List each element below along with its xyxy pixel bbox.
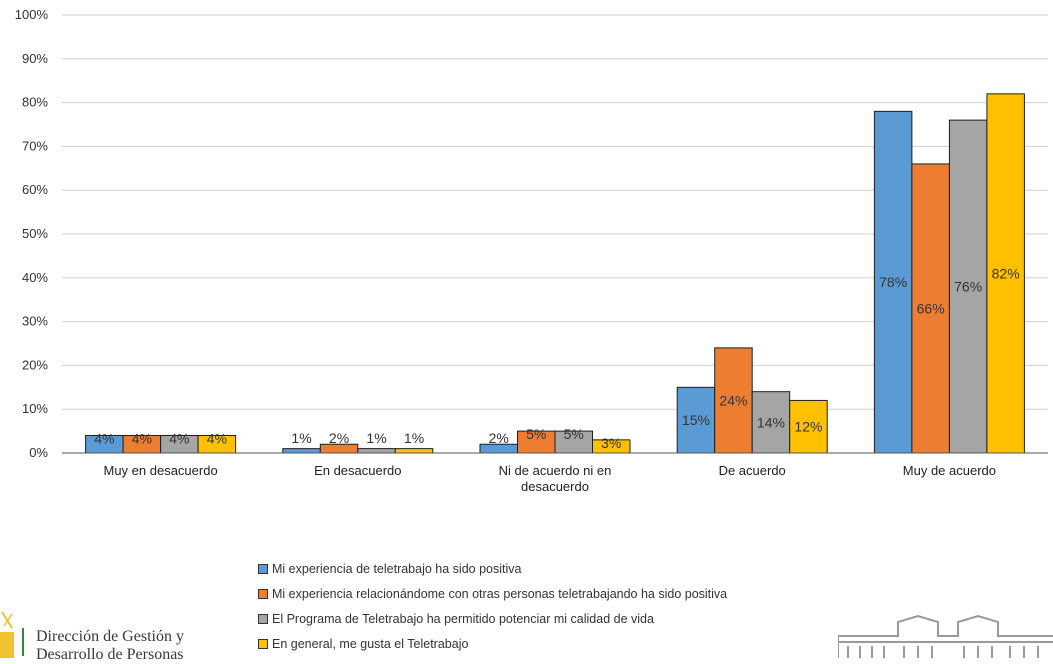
y-tick-label: 0% [29,445,48,460]
y-tick-label: 100% [15,7,49,22]
data-label: 1% [291,430,311,446]
data-label: 4% [207,430,227,446]
data-label: 66% [917,300,945,316]
x-category-label: De acuerdo [719,463,786,478]
legend-swatch [258,638,268,649]
legend-label: En general, me gusta el Teletrabajo [272,636,469,651]
data-label: 1% [366,430,386,446]
y-tick-label: 10% [22,401,48,416]
data-label: 1% [404,430,424,446]
logo-line-2: Desarrollo de Personas [36,646,184,663]
y-tick-label: 50% [22,226,48,241]
x-category-label: Ni de acuerdo ni en [499,463,612,478]
legend-swatch [258,588,268,599]
bar [911,163,950,454]
bar [676,386,716,454]
data-label: 2% [329,430,349,446]
data-label: 4% [94,430,114,446]
x-category-label: Muy en desacuerdo [104,463,218,478]
logo-text: Dirección de Gestión y Desarrollo de Per… [36,628,184,664]
data-label: 24% [719,392,747,408]
bar [948,119,988,454]
data-label: 4% [169,430,189,446]
bar [789,399,828,454]
legend-label: Mi experiencia relacionándome con otras … [272,586,728,601]
bar [714,347,753,454]
y-tick-label: 20% [22,357,48,372]
bar [357,448,396,454]
data-label: 76% [954,279,982,295]
institution-logo: Dirección de Gestión y Desarrollo de Per… [0,590,230,663]
legend-item: Mi experiencia de teletrabajo ha sido po… [258,556,727,581]
y-tick-label: 70% [22,138,48,153]
x-axis-categories: Muy en desacuerdo En desacuerdo Ni de acue… [104,463,997,494]
x-category-label: En desacuerdo [314,463,401,478]
y-tick-label: 90% [22,51,48,66]
bar [282,448,321,454]
bar [986,93,1025,454]
legend-label: Mi experiencia de teletrabajo ha sido po… [272,561,522,576]
logo-divider [22,628,24,656]
x-category-label: Muy de acuerdo [903,463,996,478]
y-tick-label: 60% [22,182,48,197]
bar [394,448,434,454]
data-label: 82% [992,265,1020,281]
legend-swatch [258,563,268,574]
data-label: 5% [526,426,546,442]
logo-line-1: Dirección de Gestión y [36,628,184,645]
legend-label: El Programa de Teletrabajo ha permitido … [272,611,654,626]
bar-series [85,93,1025,454]
gridlines [62,14,1048,410]
data-label: 14% [757,414,785,430]
data-label: 15% [682,412,710,428]
data-label: 4% [132,430,152,446]
emblem-icon [0,611,14,658]
y-axis-ticks: 0% 10% 20% 30% 40% 50% 60% 70% 80% 90% 100% [15,7,49,460]
legend-item: Mi experiencia relacionándome con otras … [258,581,727,606]
data-label: 12% [794,419,822,435]
legend-item: El Programa de Teletrabajo ha permitido … [258,606,727,631]
legend-item: En general, me gusta el Teletrabajo [258,631,727,656]
data-labels: 4% 4% 4% 4% 1% 2% 1% 1% 2% 5% 5% 3% 15% 24% 14% 12% 78% 6… [94,265,1019,450]
data-label: 78% [879,274,907,290]
legend: Mi experiencia de teletrabajo ha sido po… [258,556,727,656]
data-label: 2% [489,430,509,446]
building-icon [838,614,1053,658]
bar-chart: 0%10%20%30%40%50%60%70%80%90%100% 4% 4% 4%… [15,7,1048,494]
legend-swatch [258,613,268,624]
y-tick-label: 40% [22,270,48,285]
y-tick-label: 30% [22,314,48,329]
y-tick-label: 80% [22,95,48,110]
x-category-label: desacuerdo [521,479,589,494]
data-label: 3% [601,435,621,451]
data-label: 5% [564,426,584,442]
